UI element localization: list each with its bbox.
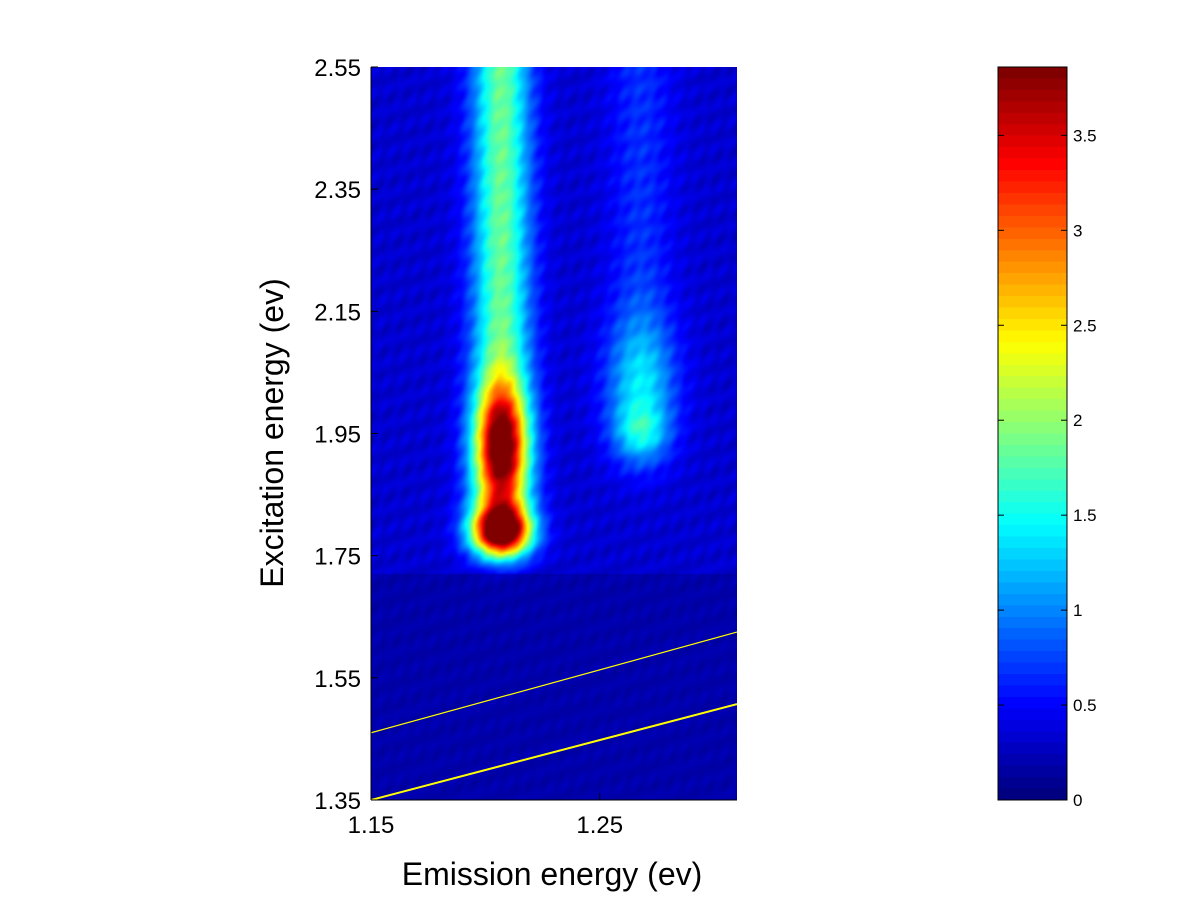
y-tick-label: 1.35 [314, 788, 361, 815]
colorbar-tick-label: 2.5 [1073, 316, 1097, 335]
y-tick-label: 2.15 [314, 299, 361, 326]
colorbar: 0 0.5 1 1.5 2 2.5 3 3.5 [997, 66, 1097, 810]
colorbar-tick-label: 3.5 [1073, 126, 1097, 145]
y-axis-ticks: 1.35 1.55 1.75 1.95 2.15 2.35 2.55 [314, 55, 378, 815]
y-tick-label: 1.55 [314, 666, 361, 693]
colorbar-gradient [998, 67, 1067, 800]
colorbar-ticks: 0 0.5 1 1.5 2 2.5 3 3.5 [998, 126, 1097, 810]
colorbar-tick-label: 0 [1073, 791, 1082, 810]
colorbar-frame [997, 66, 1068, 801]
colorbar-tick-label: 2 [1073, 411, 1082, 430]
colorbar-tick-label: 0.5 [1073, 696, 1097, 715]
overlay-lines [371, 631, 737, 800]
overlay-line-1 [371, 631, 737, 734]
y-tick-label: 1.75 [314, 544, 361, 571]
y-tick-label: 1.95 [314, 422, 361, 449]
heatmap-image [371, 67, 737, 800]
colorbar-tick-label: 1 [1073, 601, 1082, 620]
y-axis-label: Excitation energy (ev) [254, 278, 290, 587]
colorbar-tick-label: 1.5 [1073, 506, 1097, 525]
heatmap-plot: 1.15 1.25 1.35 1.55 1.75 1.95 2.15 2.35 2.55 Em… [254, 55, 737, 892]
x-tick-label: 1.25 [576, 812, 623, 839]
y-tick-label: 2.55 [314, 55, 361, 82]
x-axis-label: Emission energy (ev) [402, 856, 703, 892]
x-tick-label: 1.15 [348, 812, 395, 839]
y-tick-label: 2.35 [314, 177, 361, 204]
x-axis-ticks: 1.15 1.25 [348, 793, 623, 839]
colorbar-tick-label: 3 [1073, 221, 1082, 240]
overlay-line-2 [371, 703, 737, 800]
